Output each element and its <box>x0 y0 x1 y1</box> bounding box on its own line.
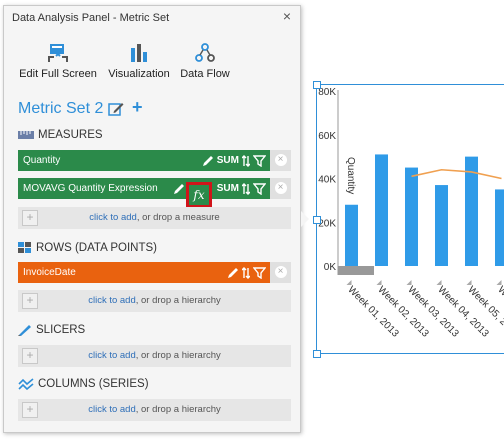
edit-full-screen-button[interactable]: Edit Full Screen <box>18 42 98 80</box>
visualization-button[interactable]: Visualization <box>104 42 174 80</box>
rows-drop-zone[interactable]: + click to add, or drop a hierarchy <box>18 290 291 312</box>
drop-slicer-hint: , or drop a hierarchy <box>135 350 221 361</box>
toolbar: Edit Full Screen Visualization Data Flow <box>4 36 300 91</box>
y-axis-label: Quantity <box>345 157 356 194</box>
sort-icon[interactable] <box>242 154 250 167</box>
add-slicer-link[interactable]: click to add <box>88 350 136 361</box>
x-tick-marker <box>376 280 382 285</box>
chart-bar[interactable] <box>405 167 418 266</box>
x-tick-marker <box>346 280 352 285</box>
line-series <box>411 168 502 180</box>
rows-icon <box>18 242 31 253</box>
slicers-drop-zone[interactable]: + click to add, or drop a hierarchy <box>18 345 291 367</box>
add-metric-set-icon[interactable]: + <box>132 97 143 117</box>
slicer-icon <box>18 325 31 336</box>
edit-full-screen-icon <box>48 44 68 62</box>
pencil-icon[interactable] <box>227 267 239 279</box>
panel-pointer <box>301 211 309 227</box>
chart-bar[interactable] <box>465 156 478 266</box>
y-tick-label: 60K <box>318 131 336 142</box>
x-tick-marker <box>436 280 442 285</box>
close-icon: × <box>274 182 287 194</box>
add-row-link[interactable]: click to add <box>88 295 136 306</box>
resize-handle-left[interactable] <box>313 216 321 224</box>
function-expression-button[interactable]: fx <box>186 182 212 208</box>
aggregation-label[interactable]: SUM <box>216 155 239 166</box>
drop-row-hint: , or drop a hierarchy <box>135 295 221 306</box>
visualization-icon <box>131 44 147 62</box>
edit-full-screen-label: Edit Full Screen <box>19 68 97 80</box>
chart-bar[interactable] <box>435 185 448 266</box>
series-icon <box>18 378 34 390</box>
drop-column-hint: , or drop a hierarchy <box>135 404 221 415</box>
y-tick-label: 0K <box>324 262 337 273</box>
sort-icon[interactable] <box>242 266 250 279</box>
rows-section-header: ROWS (DATA POINTS) <box>18 242 157 254</box>
panel-title: Data Analysis Panel - Metric Set <box>12 12 170 24</box>
y-tick-label: 80K <box>318 87 336 98</box>
filter-icon[interactable] <box>253 266 266 279</box>
slicers-label: SLICERS <box>36 324 86 337</box>
chart-bar[interactable] <box>375 154 388 266</box>
filter-icon[interactable] <box>253 182 266 195</box>
columns-section-header: COLUMNS (SERIES) <box>18 378 149 390</box>
x-tick-marker <box>406 280 412 285</box>
pencil-icon[interactable] <box>173 183 185 195</box>
remove-row-invoicedate-button[interactable]: × <box>270 262 291 283</box>
measure-quantity[interactable]: Quantity SUM <box>18 150 270 171</box>
close-icon: × <box>274 266 287 278</box>
add-column-icon[interactable]: + <box>22 402 38 418</box>
aggregation-label[interactable]: SUM <box>216 183 239 194</box>
columns-drop-zone[interactable]: + click to add, or drop a hierarchy <box>18 399 291 421</box>
measures-section-header: MEASURES <box>18 129 103 141</box>
ruler-icon <box>18 130 34 139</box>
data-flow-button[interactable]: Data Flow <box>174 42 236 80</box>
rows-label: ROWS (DATA POINTS) <box>36 242 157 255</box>
edit-metric-set-icon[interactable] <box>108 101 124 117</box>
chart-selection-frame[interactable] <box>316 84 504 354</box>
data-flow-label: Data Flow <box>180 68 230 80</box>
measures-label: MEASURES <box>38 129 103 141</box>
resize-handle-top-left[interactable] <box>313 81 321 89</box>
x-scrollbar[interactable] <box>338 266 374 275</box>
close-icon[interactable]: × <box>282 8 292 24</box>
x-tick-marker <box>496 280 502 285</box>
filter-icon[interactable] <box>253 154 266 167</box>
visualization-label: Visualization <box>108 68 170 80</box>
y-tick-label: 40K <box>318 175 336 186</box>
columns-label: COLUMNS (SERIES) <box>38 378 149 391</box>
chart-bar[interactable] <box>345 204 358 266</box>
resize-handle-bottom-left[interactable] <box>313 350 321 358</box>
row-invoicedate[interactable]: InvoiceDate <box>18 262 270 283</box>
chart-bar[interactable] <box>495 189 504 266</box>
measures-drop-zone[interactable]: + click to add, or drop a measure <box>18 207 291 229</box>
measure-movavg-quantity-expression[interactable]: MOVAVG Quantity Expression SUM <box>18 178 270 199</box>
close-icon: × <box>274 154 287 166</box>
add-slicer-icon[interactable]: + <box>22 348 38 364</box>
metric-set-title[interactable]: Metric Set 2 <box>18 100 104 117</box>
remove-measure-quantity-button[interactable]: × <box>270 150 291 171</box>
data-analysis-panel: Data Analysis Panel - Metric Set × Edit … <box>3 5 301 433</box>
y-tick-label: 20K <box>318 218 336 229</box>
remove-measure-movavg-button[interactable]: × <box>270 178 291 199</box>
add-measure-link[interactable]: click to add <box>89 212 137 223</box>
x-tick-marker <box>466 280 472 285</box>
add-measure-icon[interactable]: + <box>22 210 38 226</box>
slicers-section-header: SLICERS <box>18 324 85 336</box>
drop-measure-hint: , or drop a measure <box>136 212 220 223</box>
add-row-icon[interactable]: + <box>22 293 38 309</box>
measure-movavg-label: MOVAVG Quantity Expression <box>23 183 158 194</box>
pencil-icon[interactable] <box>202 155 214 167</box>
data-flow-icon <box>195 43 215 62</box>
sort-icon[interactable] <box>242 182 250 195</box>
add-column-link[interactable]: click to add <box>88 404 136 415</box>
measure-quantity-label: Quantity <box>23 155 61 166</box>
row-invoicedate-label: InvoiceDate <box>23 267 76 278</box>
